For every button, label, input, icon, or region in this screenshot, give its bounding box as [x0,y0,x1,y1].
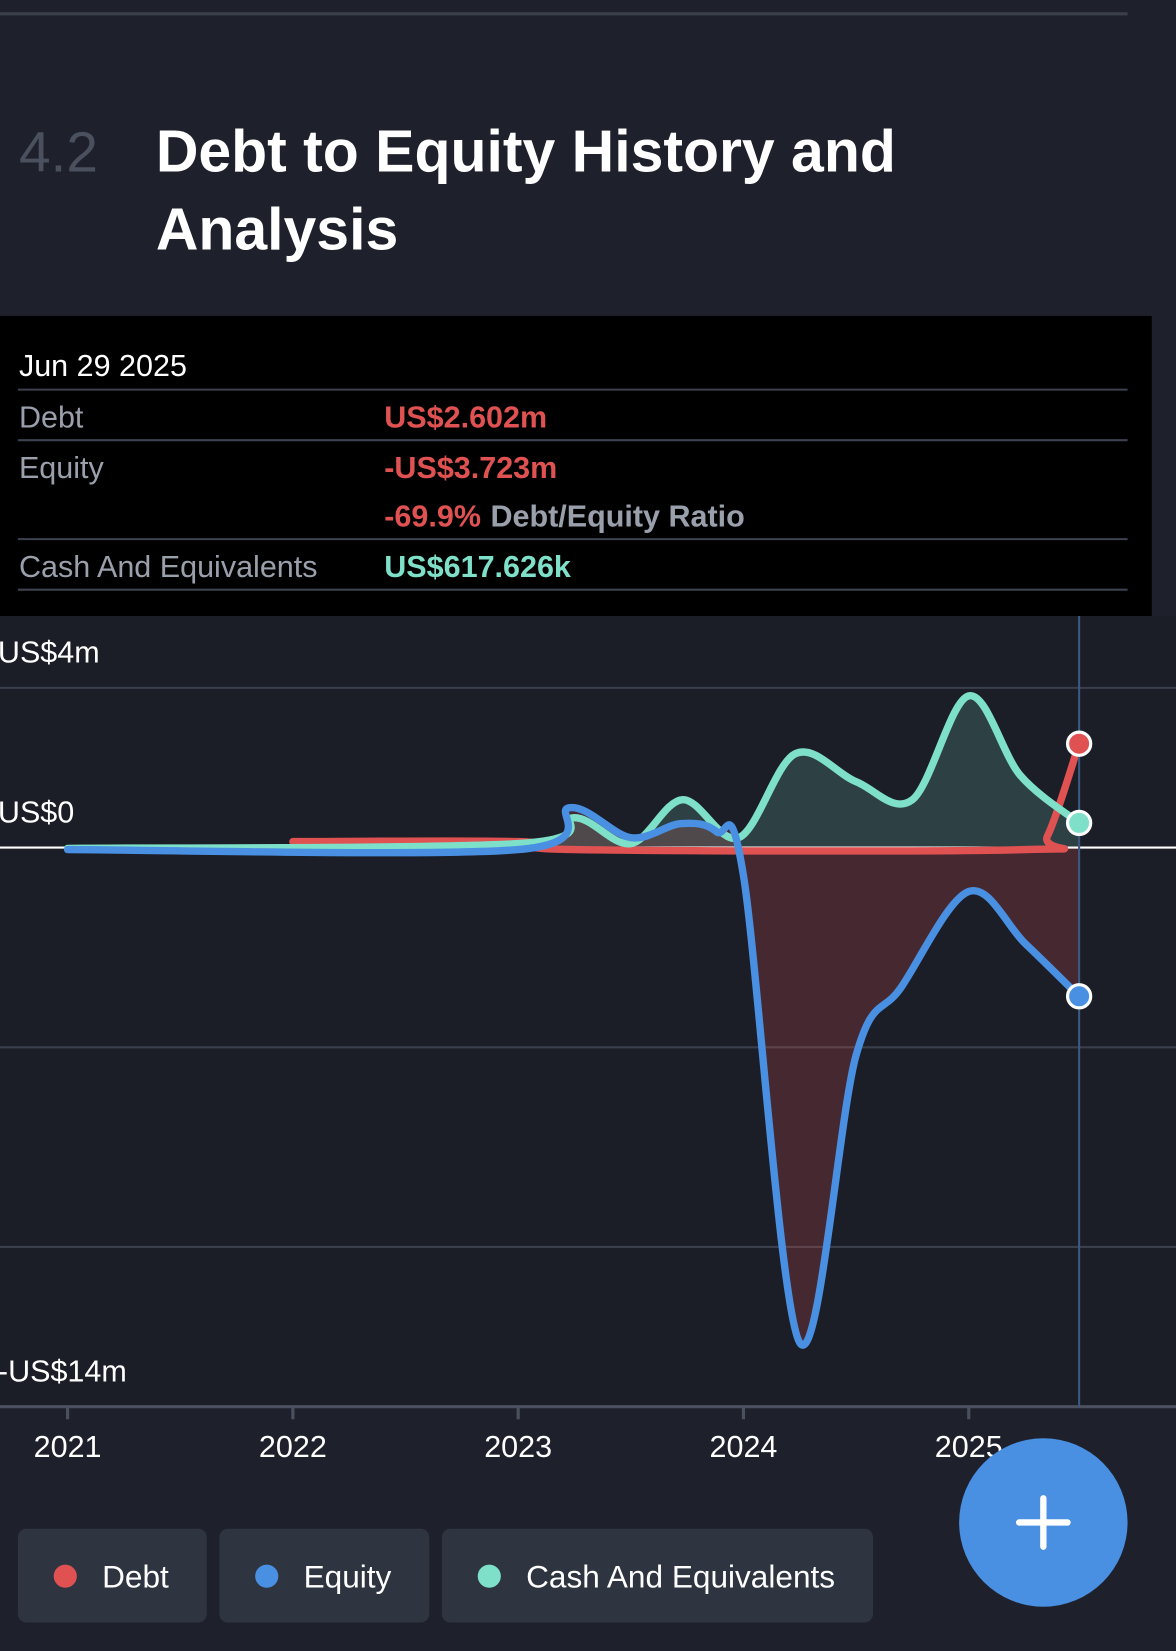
section-title: Analysis [156,198,398,263]
tooltip-date: Jun 29 2025 [19,349,187,383]
legend-item[interactable]: Debt [17,1528,207,1623]
x-tick-label: 2022 [259,1430,327,1464]
legend-item[interactable]: Cash And Equivalents [441,1528,873,1623]
tooltip-label: Equity [19,451,105,485]
tooltip-value: -US$3.723m [384,451,557,485]
legend-swatch [255,1564,279,1588]
legend-swatch [53,1564,77,1588]
tooltip: Jun 29 2025 Debt US$2.602m Equity -US$3.… [0,315,1152,616]
x-tick-label: 2024 [710,1430,778,1464]
section-number: 4.2 [19,122,98,185]
legend-button[interactable] [219,1528,430,1623]
series-area [67,807,1080,1346]
end-marker [1065,730,1093,757]
tooltip-ratio: -69.9% Debt/Equity Ratio [384,499,744,533]
plot-background [0,615,1176,1407]
x-tick-label: 2021 [34,1430,102,1464]
legend-swatch [477,1564,501,1588]
series-area [67,695,1080,849]
x-tick-label: 2023 [484,1430,552,1464]
y-tick-label: US$0 [0,795,74,829]
series-line [63,803,1083,1349]
tooltip-value: US$617.626k [384,550,571,584]
tooltip-label: Cash And Equivalents [19,550,318,584]
end-marker [1065,809,1093,837]
legend-item[interactable]: Equity [219,1528,430,1623]
y-tick-label: -US$14m [0,1354,127,1388]
legend-button[interactable] [17,1528,207,1623]
legend-label: Debt [102,1559,169,1595]
tooltip-value: US$2.602m [384,401,547,435]
tooltip-label: Debt [19,401,84,435]
legend-button[interactable] [441,1528,873,1623]
legend-label: Equity [304,1559,392,1595]
y-tick-label: US$4m [0,636,100,670]
legend-label: Cash And Equivalents [526,1559,835,1595]
series-line [289,740,1083,855]
ratio-note: Debt/Equity Ratio [490,499,744,533]
legend: Debt Equity Cash And Equivalents [17,1528,873,1623]
ratio-value: -69.9% [384,499,481,533]
end-marker [1065,983,1093,1010]
add-button[interactable] [959,1438,1128,1607]
section-title: Debt to Equity History and [156,120,896,185]
tooltip-box [0,315,1152,616]
